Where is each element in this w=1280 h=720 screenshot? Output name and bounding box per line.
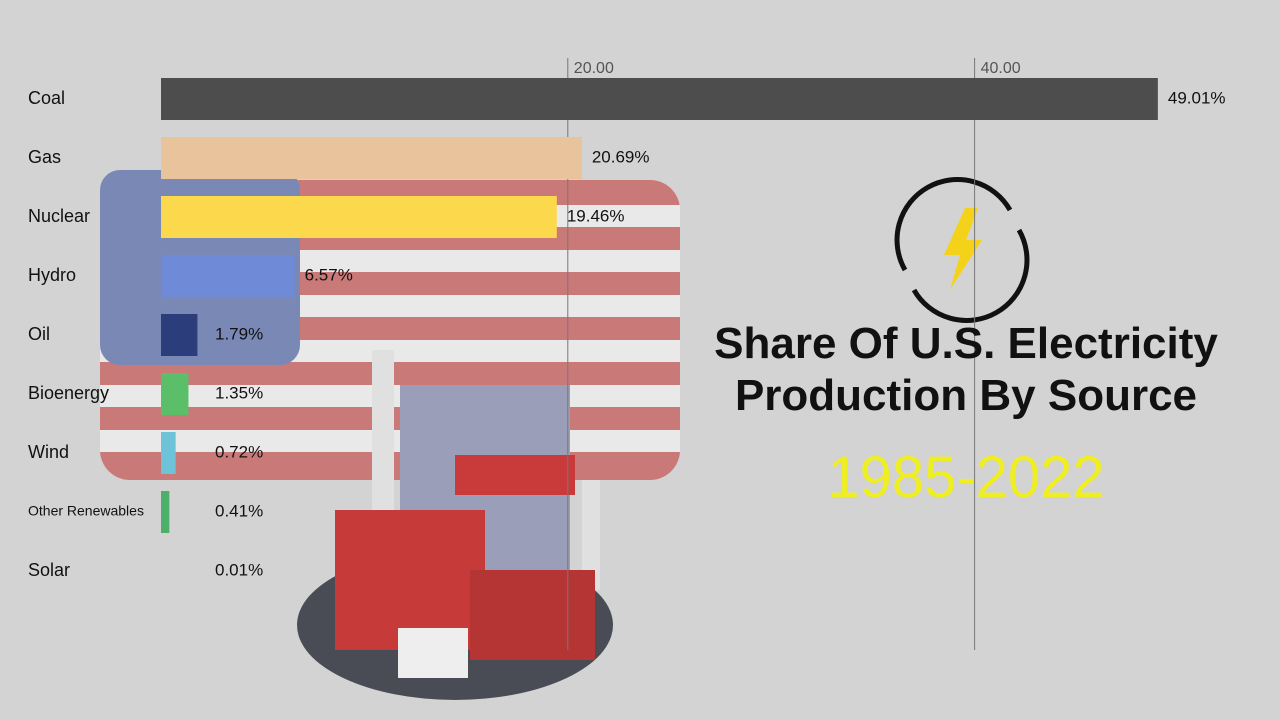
tower-band [455, 455, 575, 495]
y-tick-label: Hydro [28, 265, 76, 285]
value-label: 1.79% [215, 324, 263, 343]
bar [161, 78, 1158, 120]
y-tick-label: Solar [28, 560, 70, 580]
value-label: 49.01% [1168, 88, 1226, 107]
icon-bolt [944, 208, 982, 290]
value-label: 1.35% [215, 383, 263, 402]
white-unit [398, 628, 468, 678]
value-label: 0.41% [215, 501, 263, 520]
value-label: 20.69% [592, 147, 650, 166]
value-label: 6.57% [305, 265, 353, 284]
icon-arc [894, 177, 1013, 272]
y-tick-label: Wind [28, 442, 69, 462]
bar [161, 255, 295, 297]
y-tick-label: Coal [28, 88, 65, 108]
bar [161, 137, 582, 179]
x-tick-label: 40.00 [981, 60, 1021, 77]
value-label: 19.46% [567, 206, 625, 225]
value-label: 0.01% [215, 560, 263, 579]
y-tick-label: Oil [28, 324, 50, 344]
red-building [335, 510, 485, 650]
bar [161, 314, 198, 356]
bar [161, 491, 170, 533]
chart-title: Share Of U.S. Electricity Production By … [714, 319, 1218, 420]
power-icon [894, 177, 1030, 323]
bar [161, 373, 189, 415]
y-tick-label: Other Renewables [28, 503, 144, 519]
y-tick-label: Nuclear [28, 206, 90, 226]
chimney [582, 480, 600, 590]
icon-arc [911, 228, 1030, 323]
x-tick-label: 20.00 [574, 60, 614, 77]
y-tick-label: Gas [28, 147, 61, 167]
bar [161, 432, 176, 474]
red-building [470, 570, 595, 660]
y-tick-label: Bioenergy [28, 383, 109, 403]
factory-decoration [297, 350, 613, 700]
value-label: 0.72% [215, 442, 263, 461]
chart-subtitle: 1985-2022 [827, 445, 1105, 510]
bar [161, 196, 557, 238]
